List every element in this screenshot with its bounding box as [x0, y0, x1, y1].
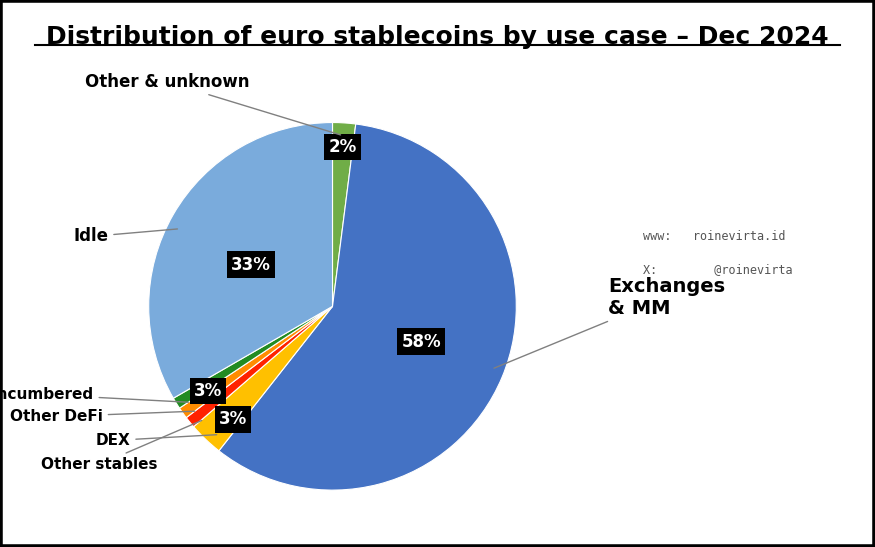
Text: Other & unknown: Other & unknown: [85, 73, 340, 135]
Text: X:        @roinevirta: X: @roinevirta: [643, 263, 793, 276]
Text: Other stables: Other stables: [41, 421, 202, 472]
Wedge shape: [179, 306, 332, 417]
Text: 3%: 3%: [193, 382, 222, 400]
Text: Other DeFi: Other DeFi: [10, 409, 194, 424]
Wedge shape: [193, 306, 332, 451]
Text: 33%: 33%: [231, 255, 270, 274]
Text: DEX: DEX: [95, 433, 217, 448]
Text: Idle: Idle: [74, 228, 178, 246]
Text: Distribution of euro stablecoins by use case – Dec 2024: Distribution of euro stablecoins by use …: [46, 25, 829, 49]
Wedge shape: [332, 123, 356, 306]
Text: 58%: 58%: [402, 333, 441, 351]
Text: 3%: 3%: [219, 410, 247, 428]
Text: Incumbered: Incumbered: [0, 387, 188, 402]
Text: Exchanges
& MM: Exchanges & MM: [494, 277, 725, 368]
Wedge shape: [173, 306, 332, 408]
Text: 2%: 2%: [328, 138, 357, 156]
Wedge shape: [149, 123, 332, 398]
Wedge shape: [219, 124, 516, 490]
Text: www:   roinevirta.id: www: roinevirta.id: [643, 230, 786, 243]
Wedge shape: [186, 306, 332, 427]
